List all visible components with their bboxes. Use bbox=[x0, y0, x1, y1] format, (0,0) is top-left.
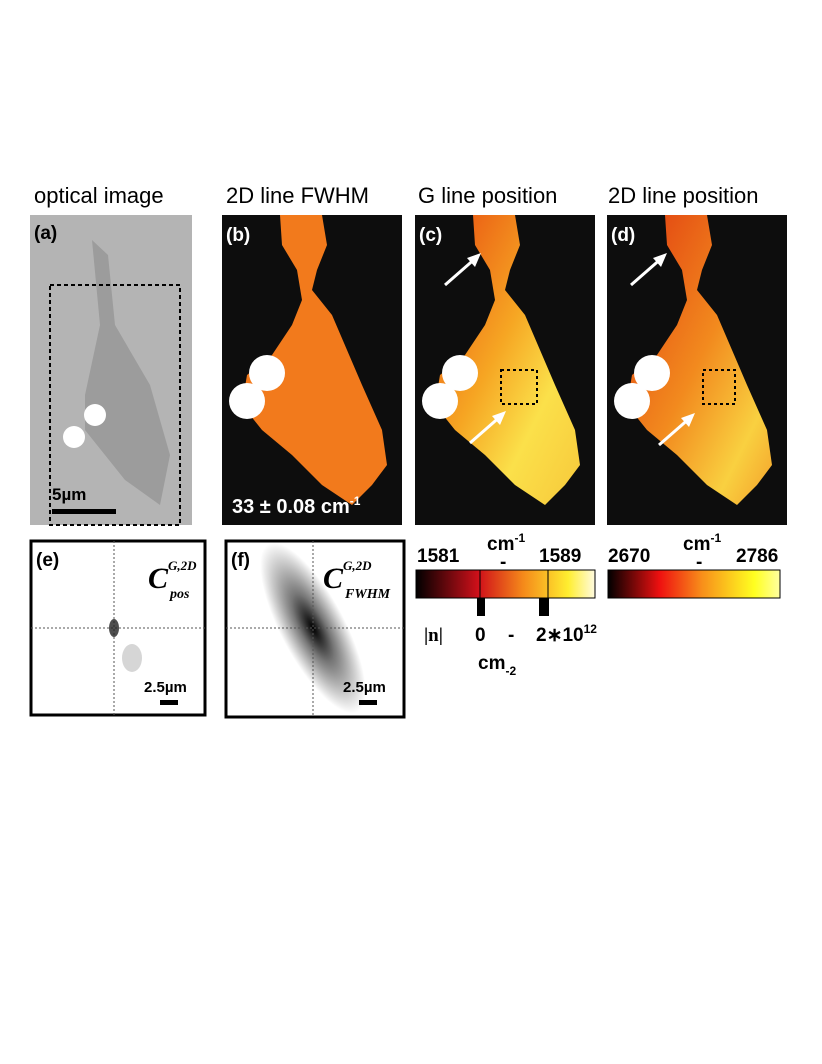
density-max-base: 2∗10 bbox=[536, 625, 584, 646]
unit-sup: -1 bbox=[710, 531, 721, 545]
colorbar bbox=[607, 569, 781, 599]
colorbar-min: 2670 bbox=[608, 546, 650, 567]
unit: cm bbox=[478, 653, 505, 674]
symbol-sub: pos bbox=[169, 587, 190, 602]
particle bbox=[614, 383, 650, 419]
annotation: 33 ± 0.08 cm-1 bbox=[232, 494, 361, 518]
arrow-head bbox=[492, 411, 506, 425]
unit-sup: -1 bbox=[514, 531, 525, 545]
unit-sup: -2 bbox=[505, 664, 516, 678]
g-position-panel: (c) bbox=[415, 215, 595, 525]
panel-title: G line position bbox=[418, 183, 557, 208]
dashed-box bbox=[49, 284, 181, 526]
colorbar-max: 1589 bbox=[539, 546, 581, 567]
flake bbox=[85, 240, 170, 505]
colorbar bbox=[415, 569, 596, 599]
peak bbox=[109, 619, 119, 637]
2d-position-panel: (d) bbox=[607, 215, 787, 525]
tail bbox=[122, 644, 142, 672]
scale-bar bbox=[52, 509, 116, 514]
dashed-box bbox=[702, 369, 736, 405]
panel-label: (f) bbox=[231, 550, 250, 571]
correlation-peak bbox=[260, 542, 366, 714]
particle bbox=[63, 426, 85, 448]
fwhm-panel: (b) 33 ± 0.08 cm-1 bbox=[222, 215, 402, 525]
particle bbox=[84, 404, 106, 426]
arrow-head bbox=[681, 413, 695, 427]
symbol-main: C bbox=[148, 562, 169, 595]
symbol-sup: G,2D bbox=[168, 558, 197, 573]
colorbar-dash: - bbox=[696, 552, 702, 573]
density-dash: - bbox=[508, 625, 514, 646]
correlation-panel: (e) CG,2D pos 2.5µm bbox=[29, 539, 207, 717]
dashed-box bbox=[500, 369, 538, 405]
marker bbox=[539, 598, 549, 616]
particle bbox=[634, 355, 670, 391]
unit: cm bbox=[683, 534, 710, 555]
unit: cm bbox=[487, 534, 514, 555]
colorbar-unit: cm-1 bbox=[487, 531, 525, 555]
particle bbox=[249, 355, 285, 391]
panel-label: (e) bbox=[36, 550, 59, 571]
scale-bar bbox=[160, 700, 178, 705]
colorbar-unit: cm-1 bbox=[683, 531, 721, 555]
symbol-main: C bbox=[323, 562, 344, 595]
panel-title: 2D line FWHM bbox=[226, 183, 369, 208]
scale-label: 5µm bbox=[52, 485, 86, 504]
marker bbox=[477, 598, 485, 616]
panel-label: (a) bbox=[34, 223, 57, 244]
colorbar-g: 1581 cm-1 - 1589 |n| 0 - 2∗1012 cm-2 bbox=[415, 531, 597, 678]
density-min: 0 bbox=[475, 625, 486, 646]
arrow-head bbox=[467, 253, 481, 267]
scale-label: 2.5µm bbox=[343, 679, 386, 696]
panel-label: (c) bbox=[419, 225, 442, 246]
symbol-sup: G,2D bbox=[343, 558, 372, 573]
density-max: 2∗1012 bbox=[536, 622, 597, 646]
colorbar-2d: 2670 cm-1 - 2786 bbox=[607, 531, 781, 599]
optical-panel: (a) 5µm bbox=[30, 215, 192, 526]
particle bbox=[442, 355, 478, 391]
particle bbox=[422, 383, 458, 419]
density-symbol: |n| bbox=[424, 625, 443, 646]
colorbar-max: 2786 bbox=[736, 546, 778, 567]
density-max-sup: 12 bbox=[584, 622, 598, 636]
colorbar-dash: - bbox=[500, 552, 506, 573]
panel-title: 2D line position bbox=[608, 183, 758, 208]
panel-label: (d) bbox=[611, 225, 635, 246]
arrow-head bbox=[653, 253, 667, 267]
annotation-sup: -1 bbox=[350, 494, 361, 508]
annotation-text: 33 ± 0.08 cm bbox=[232, 496, 350, 518]
panel-label: (b) bbox=[226, 225, 250, 246]
colorbar-min: 1581 bbox=[417, 546, 460, 567]
scale-label: 2.5µm bbox=[144, 679, 187, 696]
symbol: CG,2D pos bbox=[148, 558, 197, 602]
scale-bar bbox=[359, 700, 377, 705]
correlation-panel: (f) CG,2D FWHM 2.5µm bbox=[224, 539, 406, 719]
density-unit: cm-2 bbox=[478, 653, 516, 678]
panel-title: optical image bbox=[34, 183, 164, 208]
particle bbox=[229, 383, 265, 419]
symbol-sub: FWHM bbox=[344, 587, 391, 602]
symbol: CG,2D FWHM bbox=[323, 558, 391, 602]
